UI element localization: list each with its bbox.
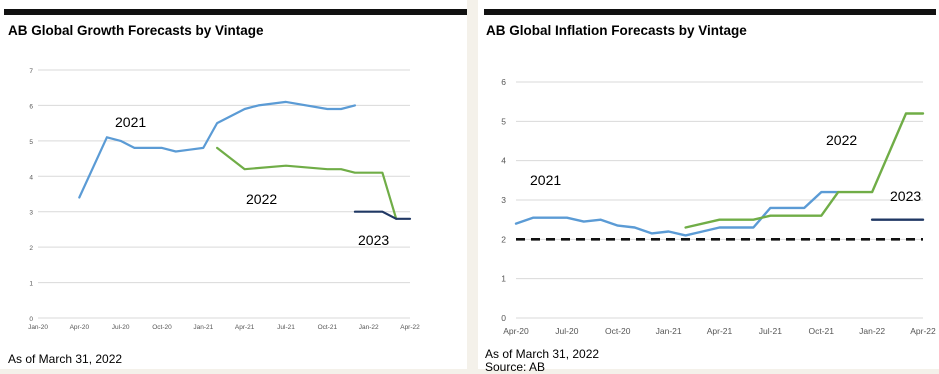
growth-chart-footnote: As of March 31, 2022 [8,352,123,366]
inflation-x-tick-label-apr-21: Apr-21 [707,326,733,336]
growth-x-tick-label-oct-21: Oct-21 [318,324,338,331]
growth-x-tick-label-jan-22: Jan-22 [359,324,379,331]
growth-y-tick-label-7: 7 [29,68,33,75]
growth-chart-plot: 0 1 2 3 4 5 6 7 Jan-20 Apr-20 Jul-20 Oct-20 Jan-21 Ap… [28,68,420,331]
inflation-y-tick-label-4: 4 [501,156,506,166]
inflation-y-tick-label-1: 1 [501,274,506,284]
growth-chart-panel: AB Global Growth Forecasts by Vintage 0 1… [0,0,467,369]
inflation-chart-top-rule [484,9,936,15]
inflation-x-tick-label-jul-20: Jul-20 [555,326,578,336]
growth-series-line-2021 [78,100,356,199]
growth-x-tick-label-jan-20: Jan-20 [28,324,48,331]
inflation-x-tick-label-jul-21: Jul-21 [759,326,782,336]
inflation-chart-source: Source: AB [485,360,546,374]
inflation-series-line-2021 [514,190,840,237]
growth-series-label-2022: 2022 [246,191,277,207]
growth-y-tick-label-2: 2 [29,245,33,252]
growth-x-tick-label-apr-20: Apr-20 [70,324,90,331]
inflation-series-label-2023: 2023 [890,188,921,204]
growth-chart-top-rule [4,9,467,15]
inflation-x-tick-label-oct-20: Oct-20 [605,326,631,336]
growth-chart-title: AB Global Growth Forecasts by Vintage [8,23,264,38]
inflation-chart-footnote: As of March 31, 2022 [485,347,600,361]
growth-y-tick-label-4: 4 [29,174,33,181]
inflation-y-tick-label-3: 3 [501,195,506,205]
growth-series-line-2022 [216,146,398,220]
inflation-series-line-2022 [684,112,925,229]
growth-x-tick-label-apr-21: Apr-21 [235,324,255,331]
inflation-chart-title: AB Global Inflation Forecasts by Vintage [486,23,747,38]
growth-x-tick-label-oct-20: Oct-20 [152,324,172,331]
inflation-x-tick-label-jan-21: Jan-21 [656,326,682,336]
inflation-series-label-2021: 2021 [530,172,561,188]
inflation-y-tick-label-5: 5 [501,116,506,126]
inflation-chart-panel: AB Global Inflation Forecasts by Vintage… [478,0,939,373]
inflation-x-tick-label-jan-22: Jan-22 [859,326,885,336]
growth-y-tick-label-6: 6 [29,103,33,110]
growth-y-tick-label-5: 5 [29,139,33,146]
inflation-x-tick-label-apr-20: Apr-20 [503,326,529,336]
growth-x-tick-label-jan-21: Jan-21 [193,324,213,331]
inflation-y-tick-label-2: 2 [501,234,506,244]
growth-x-tick-label-jul-20: Jul-20 [112,324,130,331]
inflation-x-tick-label-oct-21: Oct-21 [808,326,834,336]
inflation-series-label-2022: 2022 [826,132,857,148]
growth-series-line-2023 [353,210,412,220]
growth-series-label-2023: 2023 [358,232,389,248]
growth-x-tick-label-jul-21: Jul-21 [277,324,295,331]
growth-y-tick-label-3: 3 [29,210,33,217]
growth-y-tick-label-0: 0 [29,316,33,323]
inflation-chart-plot: 0 1 2 3 4 5 6 Apr-20 Jul-20 Oct-20 Jan-21 Apr-21 Jul… [501,77,936,336]
growth-y-tick-label-1: 1 [29,281,33,288]
growth-series-label-2021: 2021 [115,114,146,130]
growth-x-tick-label-apr-22: Apr-22 [400,324,420,331]
inflation-y-tick-label-0: 0 [501,313,506,323]
inflation-x-tick-label-apr-22: Apr-22 [910,326,936,336]
inflation-y-tick-label-6: 6 [501,77,506,87]
